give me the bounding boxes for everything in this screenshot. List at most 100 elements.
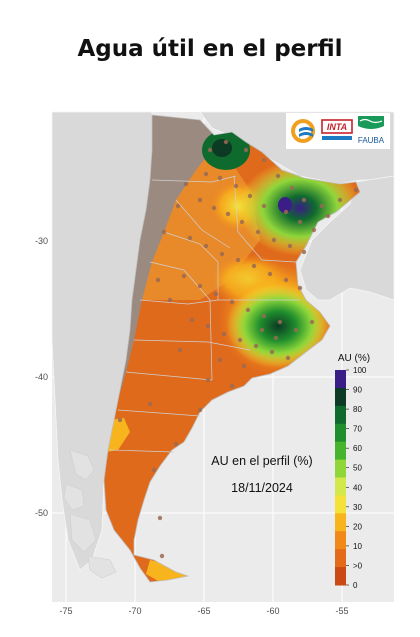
x-axis: -75 -70 -65 -60 -55	[59, 606, 348, 616]
x-tick-label: -65	[197, 606, 210, 616]
station-dot	[147, 401, 153, 407]
station-dot	[311, 227, 317, 233]
station-dot	[275, 173, 281, 179]
legend-swatch	[335, 387, 346, 407]
y-tick-label: -40	[35, 372, 48, 382]
legend-title: AU (%)	[338, 353, 370, 364]
legend-level-label: 40	[353, 483, 362, 492]
station-dot	[159, 553, 165, 559]
station-dot	[217, 357, 223, 363]
legend-swatch	[335, 531, 346, 550]
argentina-outline	[103, 114, 361, 583]
station-dot	[273, 335, 279, 341]
station-dot	[197, 197, 203, 203]
station-dot	[267, 271, 273, 277]
conae-logo	[291, 119, 315, 143]
y-tick-label: -30	[35, 236, 48, 246]
station-dot	[277, 319, 283, 325]
legend-swatch	[335, 405, 346, 425]
station-dots	[117, 139, 359, 559]
legend: AU (%) 100 90 80 70 60 50 40 30 20 10 >0 0	[335, 353, 370, 590]
station-dot	[289, 185, 295, 191]
station-dot	[161, 229, 167, 235]
station-dot	[229, 383, 235, 389]
station-dot	[293, 327, 299, 333]
station-dot	[175, 203, 181, 209]
station-dot	[287, 243, 293, 249]
station-dot	[301, 249, 307, 255]
station-dot	[235, 257, 241, 263]
station-dot	[255, 229, 261, 235]
station-dot	[183, 181, 189, 187]
station-dot	[181, 273, 187, 279]
station-dot	[309, 319, 315, 325]
station-dot	[259, 327, 265, 333]
inta-logo: INTA	[321, 119, 353, 140]
x-tick-label: -60	[266, 606, 279, 616]
legend-swatch	[335, 441, 346, 461]
station-dot	[207, 147, 213, 153]
station-dot	[151, 467, 157, 473]
station-dot	[271, 237, 277, 243]
legend-level-label: 80	[353, 405, 362, 414]
x-tick-label: -75	[59, 606, 72, 616]
station-dot	[283, 277, 289, 283]
y-axis: -30 -40 -50	[35, 236, 48, 518]
station-dot	[243, 147, 249, 153]
station-dot	[219, 251, 225, 257]
legend-swatch	[335, 495, 346, 514]
station-dot	[177, 347, 183, 353]
station-dot	[283, 209, 289, 215]
station-dot	[261, 157, 267, 163]
legend-colorbar	[335, 369, 349, 586]
station-dot	[211, 205, 217, 211]
station-dot	[221, 331, 227, 337]
station-dot	[189, 317, 195, 323]
station-dot	[353, 187, 359, 193]
station-dot	[245, 307, 251, 313]
station-dot	[229, 299, 235, 305]
station-dot	[223, 139, 229, 145]
page-title: Agua útil en el perfil	[77, 36, 343, 62]
svg-text:INTA: INTA	[327, 122, 347, 132]
map-date: 18/11/2024	[231, 481, 293, 495]
station-dot	[187, 235, 193, 241]
legend-swatch	[335, 459, 346, 478]
station-dot	[269, 349, 275, 355]
fauba-logo: FAUBA	[358, 116, 385, 145]
station-dot	[205, 323, 211, 329]
legend-swatch	[335, 370, 346, 389]
station-dot	[217, 175, 223, 181]
legend-level-label: 90	[353, 386, 362, 395]
legend-level-label: >0	[353, 561, 363, 570]
station-dot	[157, 515, 163, 521]
legend-level-label: 10	[353, 542, 362, 551]
station-dot	[253, 343, 259, 349]
station-dot	[233, 183, 239, 189]
station-dot	[197, 407, 203, 413]
station-dot	[117, 417, 123, 423]
x-tick-label: -55	[335, 606, 348, 616]
map-annotation-title: AU en el perfil (%)	[211, 454, 312, 468]
legend-swatch	[335, 549, 346, 568]
station-dot	[225, 211, 231, 217]
station-dot	[297, 219, 303, 225]
legend-level-label: 20	[353, 522, 362, 531]
station-dot	[197, 283, 203, 289]
station-dot	[297, 285, 303, 291]
x-tick-label: -70	[128, 606, 141, 616]
legend-level-label: 100	[353, 366, 367, 375]
legend-swatch	[335, 477, 346, 496]
station-dot	[167, 297, 173, 303]
station-dot	[251, 263, 257, 269]
svg-text:FAUBA: FAUBA	[358, 136, 385, 145]
station-dot	[237, 337, 243, 343]
station-dot	[319, 203, 325, 209]
legend-swatch	[335, 423, 346, 443]
station-dot	[301, 197, 307, 203]
institution-logos: INTA FAUBA	[286, 113, 390, 149]
legend-level-label: 50	[353, 464, 362, 473]
legend-level-label: 30	[353, 503, 362, 512]
station-dot	[285, 355, 291, 361]
station-dot	[337, 197, 343, 203]
